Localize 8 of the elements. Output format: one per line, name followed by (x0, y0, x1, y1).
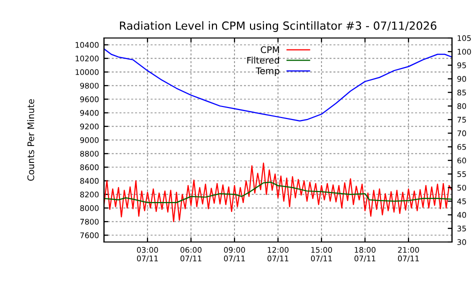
legend-label: Filtered (247, 56, 280, 64)
line-series (104, 182, 452, 204)
line-series (104, 48, 452, 122)
chart-title: Radiation Level in CPM using Scintillator #3 - 07/11/2026 (120, 21, 436, 32)
legend-label: CPM (260, 46, 279, 54)
line-series (104, 162, 452, 222)
legend-label: Temp (256, 67, 280, 76)
y-axis-title: Counts Per Minute (27, 99, 34, 181)
